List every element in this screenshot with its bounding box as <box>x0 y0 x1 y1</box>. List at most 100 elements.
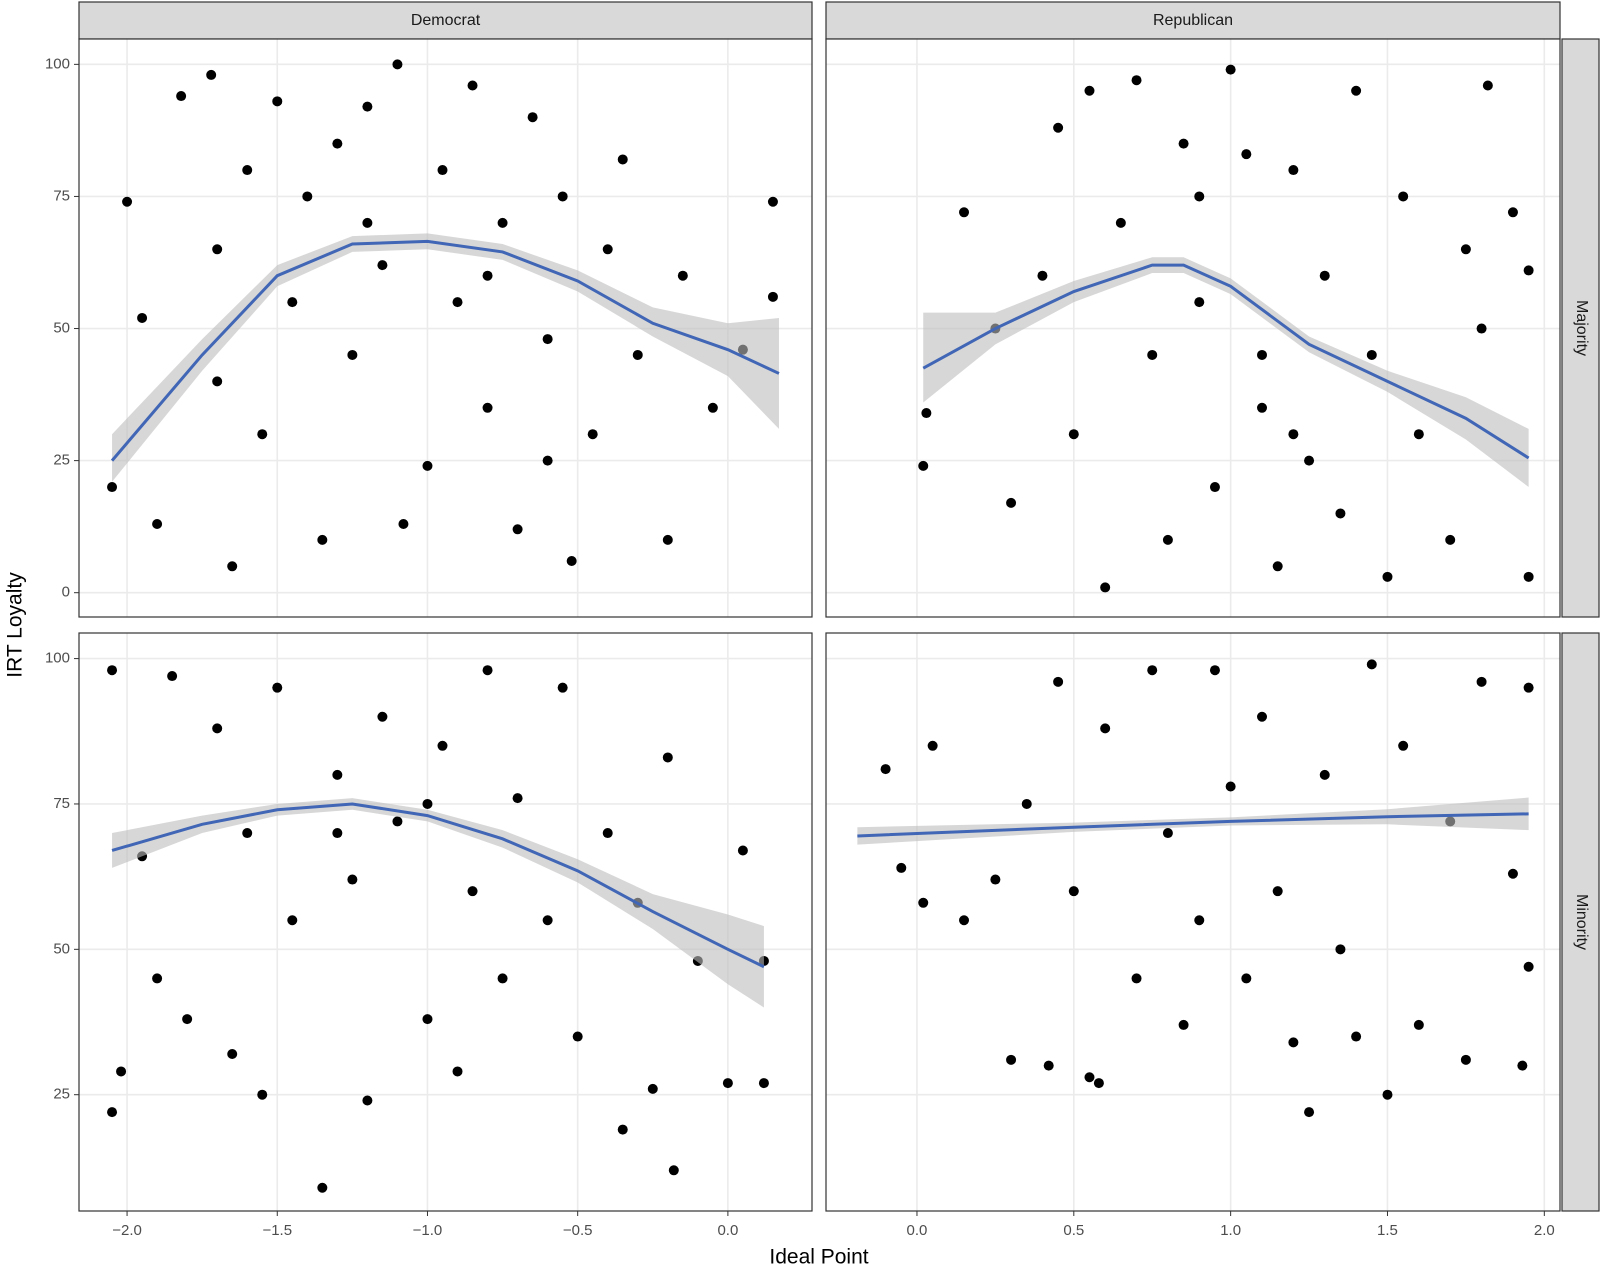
point <box>437 165 448 176</box>
point <box>398 519 409 530</box>
point <box>512 793 523 804</box>
point <box>1147 349 1158 360</box>
point <box>1209 665 1220 676</box>
point <box>257 429 268 440</box>
point <box>1507 868 1518 879</box>
y-tick-label: 50 <box>53 940 70 957</box>
point <box>542 455 553 466</box>
point <box>990 874 1001 885</box>
point <box>1131 75 1142 86</box>
point <box>1068 429 1079 440</box>
point <box>668 1165 679 1176</box>
point <box>1194 915 1205 926</box>
point <box>1043 1060 1054 1071</box>
point <box>362 217 373 228</box>
point <box>497 217 508 228</box>
point <box>332 138 343 149</box>
point <box>212 376 223 387</box>
point <box>242 828 253 839</box>
point <box>257 1089 268 1100</box>
point <box>1476 676 1487 687</box>
point <box>152 519 163 530</box>
strip-background <box>1561 38 1600 618</box>
point <box>1366 659 1377 670</box>
point <box>1517 1060 1528 1071</box>
point <box>1319 769 1330 780</box>
x-tick-label: 0.0 <box>717 1222 738 1239</box>
point <box>1006 1054 1017 1065</box>
point <box>176 91 187 102</box>
point <box>347 874 358 885</box>
point <box>542 334 553 345</box>
strip-background <box>78 1 813 40</box>
point <box>227 1048 238 1059</box>
x-tick-label: −1.5 <box>262 1222 292 1239</box>
point <box>587 429 598 440</box>
point <box>1006 497 1017 508</box>
point <box>1335 508 1346 519</box>
y-tick-label: 75 <box>53 795 70 812</box>
point <box>242 165 253 176</box>
point <box>1304 455 1315 466</box>
point <box>602 244 613 255</box>
point <box>557 191 568 202</box>
point <box>1413 429 1424 440</box>
point <box>1178 1019 1189 1030</box>
point <box>1100 582 1111 593</box>
point <box>1093 1078 1104 1089</box>
point <box>1523 682 1534 693</box>
point <box>362 101 373 112</box>
y-tick-label: 0 <box>62 584 70 601</box>
panel-border <box>825 38 1561 618</box>
point <box>317 534 328 545</box>
fit-line <box>922 263 1530 460</box>
confidence-band <box>112 233 779 482</box>
point <box>1209 482 1220 493</box>
point <box>662 752 673 763</box>
point <box>392 816 403 827</box>
point <box>1366 349 1377 360</box>
point <box>422 1014 433 1025</box>
point <box>557 682 568 693</box>
point <box>377 260 388 271</box>
point <box>1115 217 1126 228</box>
point <box>452 1066 463 1077</box>
point <box>572 1031 583 1042</box>
point <box>347 349 358 360</box>
point <box>767 291 778 302</box>
y-axis-title: IRT Loyalty <box>4 572 27 678</box>
fit-line <box>857 812 1529 838</box>
point <box>1272 886 1283 897</box>
point <box>422 460 433 471</box>
point <box>1288 429 1299 440</box>
point <box>959 915 970 926</box>
point <box>880 764 891 775</box>
fit-line <box>111 802 765 969</box>
point <box>512 524 523 535</box>
point <box>896 862 907 873</box>
strip-background <box>825 1 1561 40</box>
point <box>1523 571 1534 582</box>
point <box>107 1107 118 1118</box>
point <box>918 460 929 471</box>
point <box>1162 828 1173 839</box>
point <box>1068 886 1079 897</box>
point <box>737 845 748 856</box>
point <box>1053 676 1064 687</box>
point <box>497 973 508 984</box>
point <box>1335 944 1346 955</box>
strip-label: Majority <box>1573 300 1590 356</box>
point <box>722 1078 733 1089</box>
point <box>107 665 118 676</box>
point <box>617 1124 628 1135</box>
point <box>467 886 478 897</box>
point <box>1147 665 1158 676</box>
x-tick-label: −1.0 <box>413 1222 443 1239</box>
point <box>332 769 343 780</box>
y-tick-label: 25 <box>53 1086 70 1103</box>
x-tick-label: 2.0 <box>1534 1222 1555 1239</box>
point <box>1194 191 1205 202</box>
point <box>1162 534 1173 545</box>
strip-background <box>1561 632 1600 1212</box>
point <box>287 297 298 308</box>
